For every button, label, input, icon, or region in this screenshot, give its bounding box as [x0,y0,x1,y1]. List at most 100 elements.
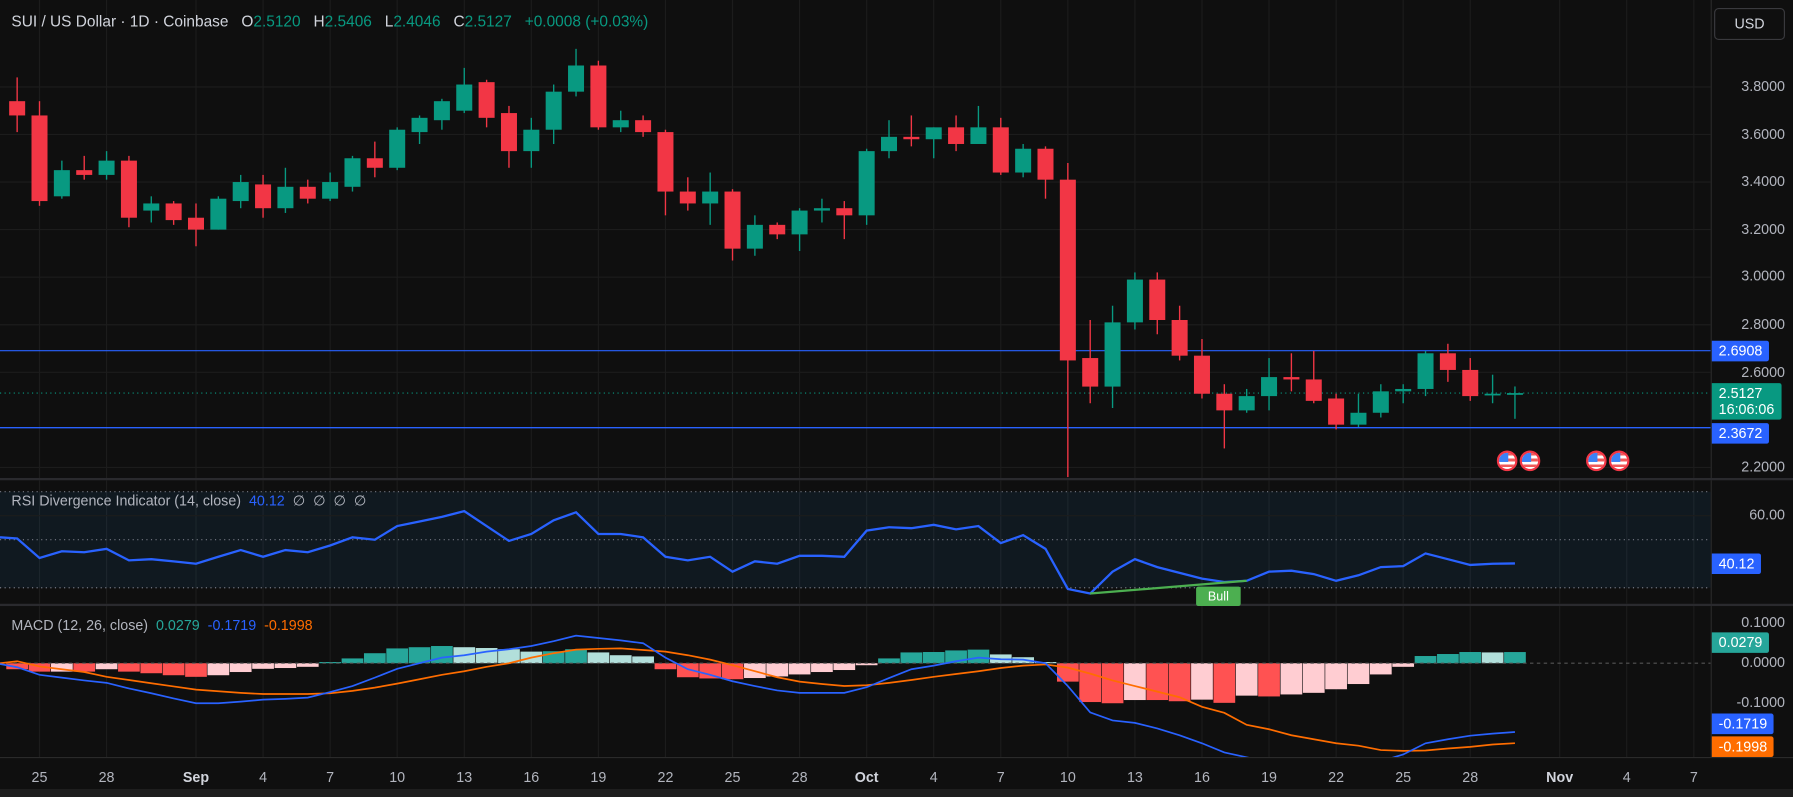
rsi-line [0,509,1515,595]
price-axis[interactable]: 3.8000 3.6000 3.4000 3.2000 3.0000 2.8000 2.60… [1710,0,1793,478]
macd-histogram-bar [1235,663,1258,696]
bearish-candle [31,115,48,202]
macd-pane[interactable] [0,606,1711,757]
candlestick-chart [0,0,1711,478]
macd-histogram-bar [565,649,587,664]
date-label: 16 [1194,769,1210,786]
price-tick-label: 3.4000 [1741,173,1785,190]
bullish-candle [1484,393,1501,396]
macd-hist-value: 0.0279 [156,617,200,634]
us-flag-event-icon[interactable] [1586,450,1607,472]
rsi-null-value: ∅ [313,492,326,509]
bearish-candle [836,208,853,216]
bearish-candle [1082,358,1099,387]
date-label: 25 [1395,769,1412,786]
macd-signal-value: -0.1998 [264,617,313,634]
macd-histogram-bar [1168,663,1191,702]
macd-histogram-bar [1079,663,1102,703]
last-price-value: 2.5127 [1718,385,1763,402]
bottom-bar [0,789,1793,797]
bullish-candle [411,117,428,133]
bullish-candle [98,160,115,175]
bullish-candle [1238,396,1255,411]
rsi-legend: RSI Divergence Indicator (14, close) 40.… [11,492,366,509]
bullish-candle [612,120,629,128]
macd-histogram-bar [766,663,789,677]
macd-histogram-bar [1213,663,1236,703]
symbol-title[interactable]: SUI / US Dollar · 1D · Coinbase [11,12,229,30]
bullish-candle [456,84,473,111]
bullish-candle [389,129,406,168]
bull-divergence-label: Bull [1196,586,1241,607]
macd-histogram-bar [296,663,319,667]
macd-title[interactable]: MACD (12, 26, close) [11,617,149,634]
macd-histogram-bar [1392,663,1415,667]
last-price-tag: 2.5127 16:06:06 [1711,383,1782,420]
price-tick-label: 3.0000 [1741,268,1785,285]
macd-tick-label: 0.1000 [1741,614,1785,631]
high-label: H [313,12,325,30]
date-label: 7 [996,769,1005,786]
macd-histogram-bar [699,663,722,679]
macd-line-value: -0.1719 [207,617,257,634]
pane-divider[interactable] [0,603,1793,607]
pane-divider[interactable] [0,477,1793,481]
price-tick-label: 3.6000 [1741,125,1785,142]
rsi-axis[interactable]: 60.00 40.12 [1710,480,1793,604]
us-flag-event-icon[interactable] [1608,450,1630,472]
bearish-candle [1283,377,1300,380]
us-flag-event-icon[interactable] [1496,450,1518,472]
macd-histogram-bar [319,662,341,664]
macd-histogram-bar [1302,663,1325,693]
macd-histogram-bar [341,658,364,664]
bullish-candle [53,170,70,197]
time-axis[interactable]: 25 28 Sep 4 7 10 13 16 19 22 25 28 Oct 4 7 10 13 16 19 22 25… [0,756,1793,790]
macd-histogram-bar [162,663,185,676]
bullish-candle [210,198,227,230]
macd-tick-label: -0.1000 [1736,694,1785,711]
us-flag-event-icon[interactable] [1519,450,1541,472]
bullish-candle [322,182,339,199]
bullish-candle [1126,279,1143,323]
macd-histogram-bar [1481,652,1504,664]
bullish-candle [1372,391,1389,413]
bullish-candle [925,127,942,140]
rsi-chart [0,480,1711,604]
rsi-pane[interactable] [0,480,1711,604]
macd-histogram-bar [900,652,923,664]
bearish-candle [635,120,652,133]
bearish-candle [478,82,495,118]
currency-button[interactable]: USD [1714,8,1785,41]
macd-histogram-bar [1124,663,1146,701]
bullish-candle [1417,353,1434,389]
bullish-candle [1395,388,1412,392]
macd-histogram-bar [73,663,96,672]
rsi-tick-label: 60.00 [1749,507,1785,524]
macd-histogram-bar [855,663,878,666]
bearish-candle [1216,393,1233,411]
bearish-candle [992,127,1009,173]
macd-hist-tag: 0.0279 [1711,632,1770,653]
rsi-title[interactable]: RSI Divergence Indicator (14, close) [11,492,242,509]
date-label: 25 [724,769,741,786]
price-pane[interactable] [0,0,1711,478]
bullish-candle [568,65,585,92]
macd-histogram-bar [185,663,207,677]
bullish-divergence-line [1090,579,1247,595]
bullish-candle [1506,393,1523,395]
bearish-candle [76,170,93,175]
open-value: 2.5120 [253,12,301,30]
macd-histogram-bar [833,663,856,671]
macd-axis[interactable]: 0.1000 0.0000 -0.1000 0.0279 -0.1719 -0.1998 [1710,606,1793,757]
macd-signal-tag: -0.1998 [1711,736,1775,757]
support-price-tag: 2.3672 [1711,423,1770,444]
bullish-candle [1104,322,1121,387]
macd-histogram-bar [1280,663,1303,695]
bearish-candle [724,191,741,249]
bearish-candle [1037,148,1054,180]
macd-legend: MACD (12, 26, close) 0.0279 -0.1719 -0.1… [11,617,312,633]
price-tick-label: 2.8000 [1741,316,1785,333]
bearish-candle [1193,355,1210,394]
date-label: Oct [854,769,879,786]
